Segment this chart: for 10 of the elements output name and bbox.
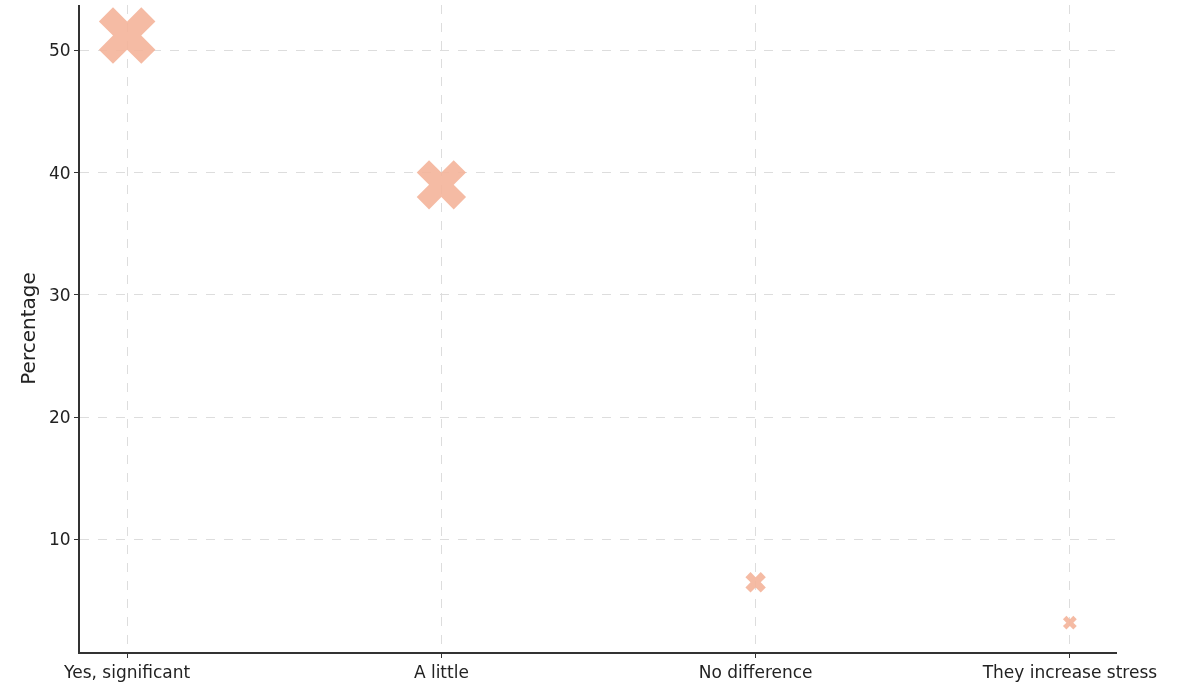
y-axis-title: Percentage	[15, 272, 40, 385]
y-tick-label: 10	[48, 529, 71, 550]
x-tick-label: A little	[413, 662, 469, 683]
x-tick-label: Yes, significant	[63, 662, 191, 683]
y-tick-label: 40	[48, 162, 71, 183]
y-tick-label: 50	[48, 40, 71, 61]
y-tick-label: 20	[48, 407, 71, 428]
y-tick-label: 30	[48, 284, 71, 305]
x-tick-label: They increase stress	[981, 662, 1158, 683]
x-tick-label: No difference	[698, 662, 813, 683]
